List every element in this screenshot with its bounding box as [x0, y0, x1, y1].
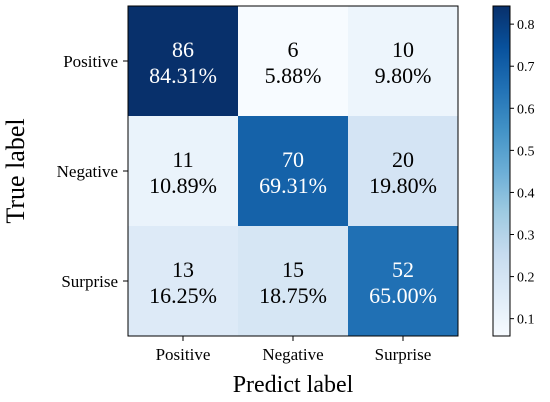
y-axis-ticks: Positive Negative Surprise — [57, 52, 128, 291]
heatmap-cell — [128, 116, 238, 226]
y-tick-label: Surprise — [61, 272, 118, 291]
heatmap-cell — [348, 116, 458, 226]
colorbar-tick-label: 0.4 — [517, 186, 535, 201]
x-tick-label: Surprise — [375, 345, 432, 364]
colorbar-tick-label: 0.3 — [517, 229, 535, 244]
heatmap-cell — [238, 226, 348, 336]
cell-count-label: 10 — [392, 37, 414, 62]
cell-labels: 8684.31%65.88%109.80%1110.89%7069.31%201… — [149, 37, 437, 308]
colorbar-tick-label: 0.1 — [517, 313, 535, 328]
heatmap-cell — [348, 226, 458, 336]
heatmap-cells — [128, 6, 458, 336]
cell-count-label: 15 — [282, 257, 304, 282]
y-tick-label: Positive — [63, 52, 118, 71]
cell-count-label: 6 — [288, 37, 299, 62]
heatmap-cell — [128, 6, 238, 116]
cell-percent-label: 5.88% — [265, 63, 322, 88]
colorbar-tick-label: 0.5 — [517, 144, 535, 159]
cell-count-label: 11 — [172, 147, 193, 172]
x-axis-ticks: Positive Negative Surprise — [156, 336, 432, 364]
cell-count-label: 13 — [172, 257, 194, 282]
cell-count-label: 20 — [392, 147, 414, 172]
cell-percent-label: 65.00% — [369, 283, 437, 308]
colorbar-tick-label: 0.2 — [517, 271, 535, 286]
heatmap-cell — [348, 6, 458, 116]
colorbar — [492, 5, 511, 337]
cell-percent-label: 69.31% — [259, 173, 327, 198]
cell-percent-label: 16.25% — [149, 283, 217, 308]
cell-count-label: 70 — [282, 147, 304, 172]
colorbar-tick-label: 0.8 — [517, 18, 535, 33]
colorbar-ticks: 0.1 0.2 0.3 0.4 0.5 0.6 0.7 0.8 — [510, 18, 535, 328]
x-axis-label: Predict label — [233, 372, 354, 398]
cell-count-label: 52 — [392, 257, 414, 282]
colorbar-tick-label: 0.7 — [517, 60, 535, 75]
cell-percent-label: 19.80% — [369, 173, 437, 198]
y-axis-label: True label — [1, 118, 30, 223]
x-tick-label: Positive — [156, 345, 211, 364]
cell-percent-label: 84.31% — [149, 63, 217, 88]
y-tick-label: Negative — [57, 162, 118, 181]
cell-percent-label: 10.89% — [149, 173, 217, 198]
cell-percent-label: 9.80% — [375, 63, 432, 88]
heatmap-cell — [238, 6, 348, 116]
heatmap-cell — [128, 226, 238, 336]
x-tick-label: Negative — [262, 345, 323, 364]
colorbar-tick-label: 0.6 — [517, 102, 535, 117]
cell-count-label: 86 — [172, 37, 194, 62]
cell-percent-label: 18.75% — [259, 283, 327, 308]
heatmap-cell — [238, 116, 348, 226]
